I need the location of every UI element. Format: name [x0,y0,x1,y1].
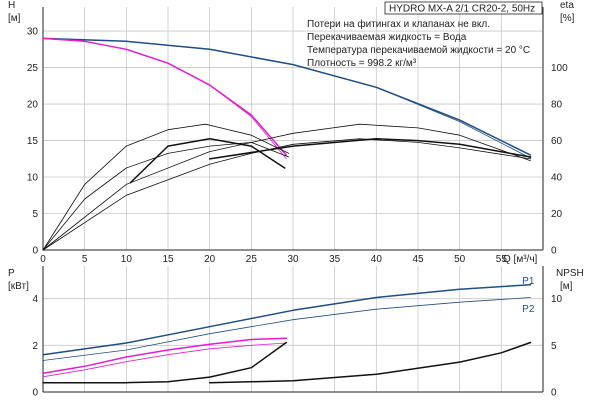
bottom-left-tick-label: 0 [32,388,38,399]
top-x-tick-label: 45 [412,254,424,265]
top-right-tick-label: 100 [551,63,568,74]
bottom-left-tick-label: 2 [32,341,38,352]
top-curve-black-9 [208,138,532,160]
top-x-tick-label: 15 [162,254,174,265]
top-left-tick-label: 25 [27,63,39,74]
bottom-curve-magenta-2 [42,337,288,375]
bottom-curve-black-5 [208,341,532,384]
bottom-left-axis-label: P [8,268,15,279]
top-x-tick-label: 5 [82,254,88,265]
top-curve-black-8 [42,138,531,251]
note-line-2: Перекачиваемая жидкость = Вода [307,32,467,43]
bottom-curve-magenta-3 [42,342,287,378]
top-left-tick-label: 10 [27,173,39,184]
top-left-tick-label: 0 [32,246,38,257]
bottom-curve-blue-0 [42,283,532,356]
note-line-1: Потери на фитингах и клапанах не вкл. [307,18,490,30]
bottom-gridlines [43,266,543,392]
bottom-right-tick-label: 10 [551,294,563,305]
top-right-axis-label: eta [560,0,574,11]
top-x-tick-label: 50 [454,254,466,265]
series-labels: P1 P2 [522,276,535,315]
bottom-right-axis-label: NPSH [556,268,584,279]
curves [42,37,532,384]
note-line-3: Температура перекачиваемой жидкости = 20… [307,45,530,56]
top-right-tick-label: 80 [551,100,563,111]
top-x-tick-label: 20 [204,254,216,265]
top-left-axis-label: H [8,0,15,11]
top-x-tick-label: 30 [287,254,299,265]
bottom-curve-blue-1 [42,297,531,361]
top-right-tick-label: 40 [551,173,563,184]
top-curve-blue-1 [42,38,531,159]
top-x-tick-label: 35 [329,254,341,265]
bottom-left-tick-label: 4 [32,294,38,305]
top-gridlines [43,7,543,250]
bottom-curve-black-4 [42,341,288,384]
top-x-tick-label: 40 [371,254,383,265]
top-x-tick-label: 55 [496,254,508,265]
bottom-right-tick-label: 0 [551,388,557,399]
top-right-axis-unit: [%] [560,13,575,24]
top-x-axis-label: Q [м³/ч] [503,254,538,265]
top-right-tick-label: 0 [551,246,557,257]
series-label-p1: P1 [522,276,535,287]
top-curve-black-4 [129,138,286,184]
top-curve-black-6 [42,142,290,251]
top-right-tick-label: 60 [551,136,563,147]
top-x-tick-label: 0 [40,254,46,265]
top-left-tick-label: 20 [27,100,39,111]
bottom-left-axis-unit: [кВт] [8,281,29,292]
top-left-axis-unit: [м] [8,13,21,24]
top-left-tick-label: 5 [32,209,38,220]
bottom-right-axis-unit: [м] [560,281,573,292]
note-line-4: Плотность = 998.2 кг/м³ [307,58,417,69]
bottom-right-tick-label: 5 [551,341,557,352]
top-left-tick-label: 30 [27,27,39,38]
series-label-p2: P2 [522,304,535,315]
top-x-tick-label: 10 [121,254,133,265]
top-right-tick-label: 20 [551,209,563,220]
top-curve-black-7 [42,123,531,251]
title-box [384,1,543,15]
top-x-tick-label: 25 [246,254,258,265]
top-curve-black-5 [42,123,290,251]
top-left-tick-label: 15 [27,136,39,147]
top-curve-magenta-3 [42,38,287,160]
chart-title: HYDRO MX-A 2/1 CR20-2, 50Hz [389,4,535,15]
